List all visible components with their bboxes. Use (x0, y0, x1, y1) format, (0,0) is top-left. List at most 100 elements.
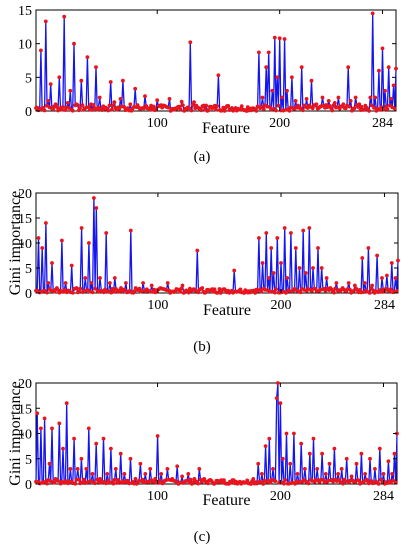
data-point (118, 451, 123, 456)
data-point (109, 446, 113, 451)
data-point (385, 273, 389, 278)
data-point (309, 289, 314, 293)
data-point (98, 276, 102, 280)
data-point (61, 105, 65, 109)
data-point (368, 456, 372, 461)
data-point (42, 108, 47, 113)
data-point (73, 481, 78, 486)
data-point (187, 106, 192, 111)
data-point (261, 482, 266, 486)
data-point (327, 461, 332, 466)
data-point (71, 290, 75, 295)
data-point (124, 281, 128, 285)
data-point (261, 107, 266, 111)
data-point (133, 477, 138, 481)
data-point (56, 479, 60, 483)
data-point (196, 290, 201, 295)
data-point (278, 401, 283, 406)
data-point (199, 108, 204, 113)
data-point (320, 95, 325, 100)
data-point (369, 103, 374, 108)
data-point (287, 108, 292, 113)
data-point (366, 246, 371, 250)
x-tick-label: 100 (147, 116, 168, 131)
data-point (188, 40, 193, 45)
data-point (320, 451, 324, 456)
data-point (323, 472, 328, 476)
data-point (108, 281, 112, 285)
panel-caption: (a) (194, 149, 211, 165)
data-point (319, 266, 324, 270)
series-line (35, 13, 397, 113)
y-tick-label: 5 (25, 453, 32, 468)
y-tick-label: 5 (25, 262, 32, 277)
data-point (104, 481, 108, 486)
data-point (197, 467, 202, 471)
data-point (389, 261, 394, 265)
data-point (188, 477, 193, 482)
data-point (314, 102, 319, 107)
data-point (92, 196, 96, 200)
data-point (359, 451, 364, 456)
data-point (112, 276, 117, 280)
data-point (367, 291, 372, 295)
data-point (216, 73, 221, 78)
data-point (392, 451, 397, 456)
data-point (63, 281, 68, 285)
data-point (56, 108, 60, 113)
data-point (344, 456, 349, 461)
data-point (363, 472, 367, 476)
data-point (267, 436, 272, 441)
data-point (44, 221, 48, 225)
data-point (270, 88, 275, 93)
data-point (370, 11, 375, 16)
plot-frame (35, 9, 397, 112)
data-point (200, 286, 205, 290)
data-point (346, 65, 351, 70)
data-point (214, 107, 218, 112)
data-point (93, 481, 97, 486)
data-point (122, 288, 127, 292)
data-point (46, 281, 51, 285)
data-point (386, 65, 391, 70)
data-point (175, 464, 180, 469)
data-point (128, 228, 133, 233)
data-point (78, 106, 82, 111)
data-point (346, 281, 351, 285)
data-point (260, 95, 265, 100)
data-point (97, 95, 102, 100)
data-point (366, 481, 371, 486)
series-line (35, 197, 399, 295)
data-point (77, 477, 81, 482)
data-point (226, 104, 231, 108)
data-point (257, 50, 261, 55)
y-tick-label: 0 (25, 105, 32, 120)
data-point (279, 261, 283, 265)
data-point (54, 105, 59, 109)
data-point (393, 276, 398, 280)
data-point (212, 287, 217, 292)
data-point (271, 467, 275, 471)
data-point (151, 104, 156, 109)
data-point (353, 95, 358, 100)
data-point (91, 103, 96, 107)
data-point (94, 206, 99, 210)
data-point (264, 231, 269, 235)
data-point (165, 467, 170, 471)
data-point (295, 472, 300, 476)
data-point (98, 477, 102, 481)
data-point (112, 477, 117, 482)
data-point (122, 472, 127, 476)
data-point (392, 106, 397, 111)
data-point (348, 99, 353, 103)
data-point (111, 290, 116, 294)
data-point (111, 481, 116, 486)
data-point (256, 461, 261, 466)
y-tick-label: 10 (18, 38, 32, 53)
x-axis-label: Feature (202, 120, 250, 137)
data-point (285, 88, 289, 93)
data-point (61, 446, 65, 451)
data-point (108, 80, 113, 84)
panel-caption: (b) (193, 339, 211, 355)
x-tick-label: 200 (270, 489, 291, 504)
